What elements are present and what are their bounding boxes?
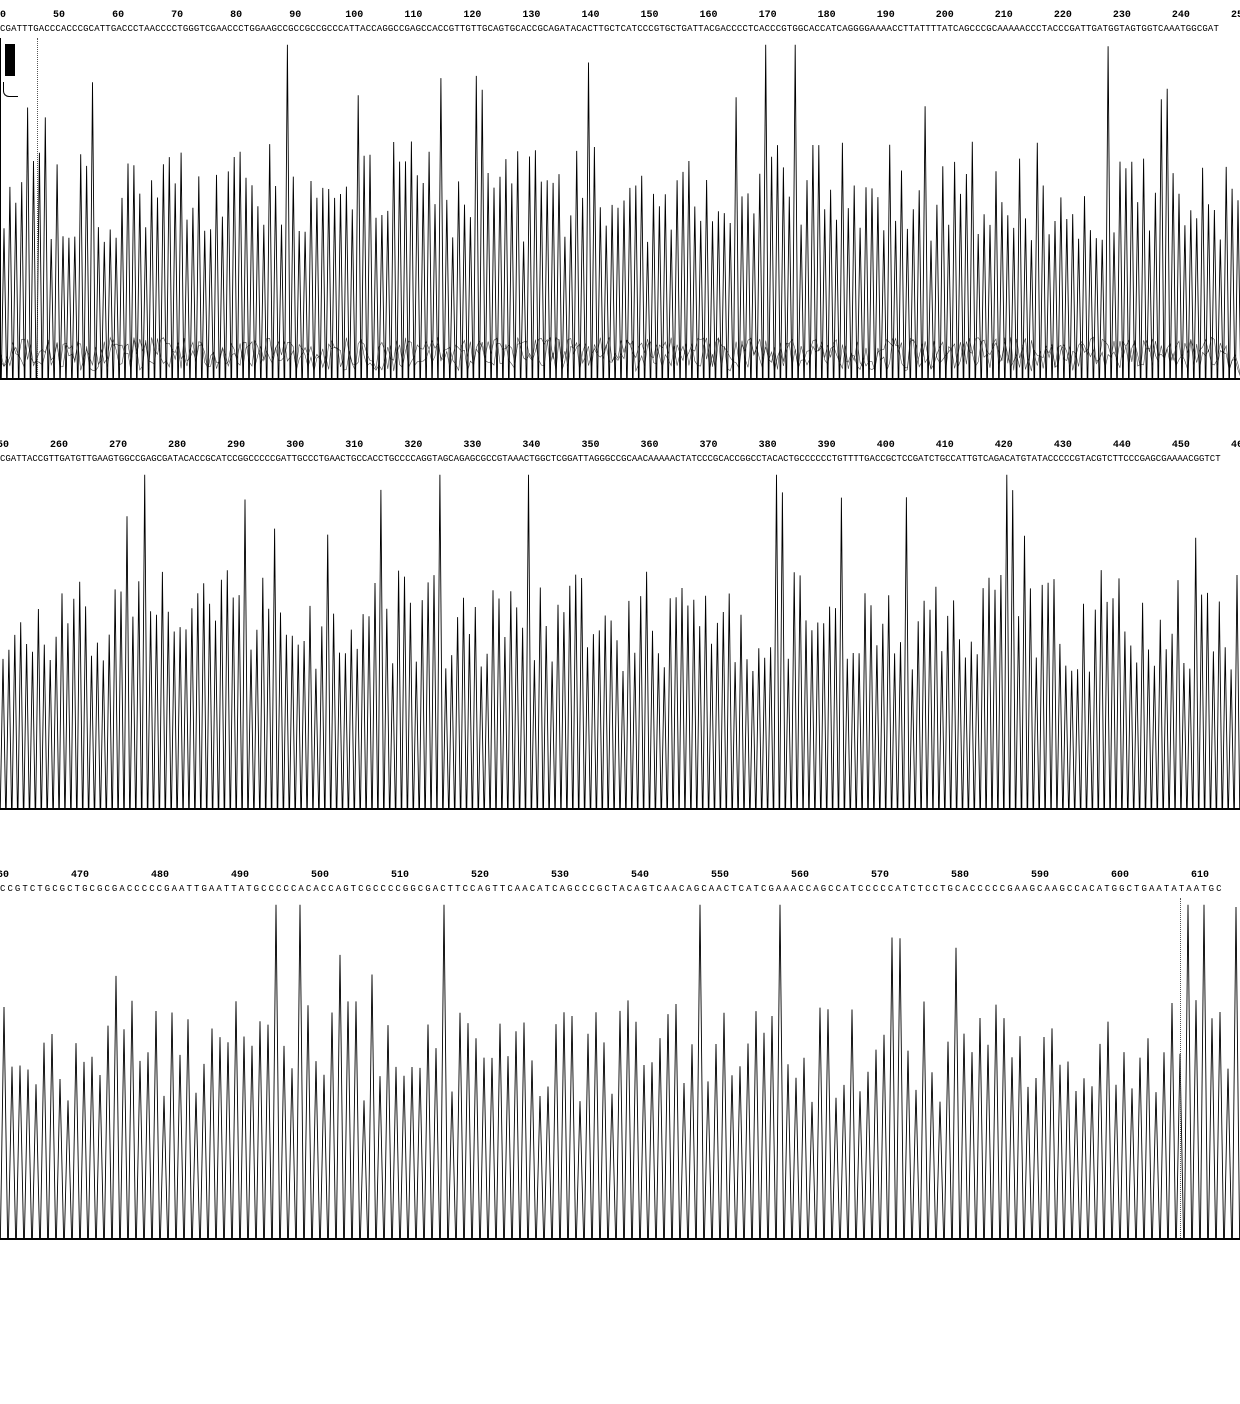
- ruler-tick: 130: [522, 10, 540, 21]
- ruler-tick: 310: [345, 440, 363, 451]
- ruler-tick: 140: [581, 10, 599, 21]
- ruler-tick: 550: [711, 870, 729, 881]
- sequence-row: CGATTACCGTTGATGTTGAAGTGGCCGAGCGATACACCGC…: [0, 454, 1240, 468]
- ruler-tick: 270: [109, 440, 127, 451]
- ruler-tick: 460: [0, 870, 9, 881]
- ruler-tick: 280: [168, 440, 186, 451]
- ruler-tick: 190: [877, 10, 895, 21]
- ruler-tick: 610: [1191, 870, 1209, 881]
- ruler-tick: 440: [1113, 440, 1131, 451]
- ruler-tick: 570: [871, 870, 889, 881]
- sequence-row: CGATTTGACCCACCCGCATTGACCCTAACCCCTGGGTCGA…: [0, 24, 1240, 38]
- ruler-tick: 60: [112, 10, 124, 21]
- bracket-marker: [3, 82, 18, 97]
- ruler-tick: 290: [227, 440, 245, 451]
- trace-area: [0, 898, 1240, 1240]
- ruler-tick: 210: [995, 10, 1013, 21]
- ruler-tick: 470: [71, 870, 89, 881]
- ruler-tick: 340: [522, 440, 540, 451]
- sequence-text: CGATTTGACCCACCCGCATTGACCCTAACCCCTGGGTCGA…: [0, 24, 1219, 34]
- ruler-tick: 490: [231, 870, 249, 881]
- chromatogram-panel-2: 250 260 270 280 290 300 310 320 330 340 350 360 370 3…: [0, 440, 1240, 810]
- ruler-tick: 330: [463, 440, 481, 451]
- ruler-tick: 600: [1111, 870, 1129, 881]
- ruler-tick: 540: [631, 870, 649, 881]
- ruler-tick: 250: [1231, 10, 1240, 21]
- trace-area: [0, 38, 1240, 380]
- ruler-tick: 590: [1031, 870, 1049, 881]
- ruler-tick: 120: [463, 10, 481, 21]
- ruler-tick: 480: [151, 870, 169, 881]
- chromatogram-panel-3: 460 470 480 490 500 510 520 530 540 550 560 570 580 5…: [0, 870, 1240, 1240]
- trace-svg: [0, 898, 1240, 1238]
- ruler-tick: 410: [936, 440, 954, 451]
- ruler-tick: 80: [230, 10, 242, 21]
- ruler-tick: 220: [1054, 10, 1072, 21]
- sequence-text: CCGTCTGCGCTGCGCGACCCCCGAATTGAATTATGCCCCC…: [0, 884, 1224, 894]
- ruler-tick: 510: [391, 870, 409, 881]
- sequence-text: CGATTACCGTTGATGTTGAAGTGGCCGAGCGATACACCGC…: [0, 454, 1221, 464]
- ruler-tick: 360: [641, 440, 659, 451]
- ruler-tick: 160: [700, 10, 718, 21]
- ruler-tick: 430: [1054, 440, 1072, 451]
- ruler: 40 50 60 70 80 90 100 110 120 130 140 150 160 170 180 1…: [0, 10, 1240, 24]
- chromatogram-panel-1: 40 50 60 70 80 90 100 110 120 130 140 150 160 170 180 1…: [0, 10, 1240, 380]
- ruler-tick: 500: [311, 870, 329, 881]
- cursor-line: [1180, 898, 1181, 1238]
- ruler-tick: 180: [818, 10, 836, 21]
- ruler-tick: 400: [877, 440, 895, 451]
- ruler-tick: 350: [581, 440, 599, 451]
- ruler: 460 470 480 490 500 510 520 530 540 550 560 570 580 5…: [0, 870, 1240, 884]
- ruler-tick: 40: [0, 10, 6, 21]
- ruler-tick: 520: [471, 870, 489, 881]
- ruler-tick: 250: [0, 440, 9, 451]
- ruler-tick: 50: [53, 10, 65, 21]
- ruler-tick: 420: [995, 440, 1013, 451]
- ruler-tick: 530: [551, 870, 569, 881]
- ruler-tick: 90: [289, 10, 301, 21]
- trace-svg: [0, 468, 1240, 808]
- cursor-line: [37, 38, 38, 378]
- ruler-tick: 320: [404, 440, 422, 451]
- ruler-tick: 200: [936, 10, 954, 21]
- chromatogram-page: 40 50 60 70 80 90 100 110 120 130 140 150 160 170 180 1…: [0, 0, 1240, 1320]
- ruler-tick: 240: [1172, 10, 1190, 21]
- ruler-tick: 230: [1113, 10, 1131, 21]
- ruler-tick: 580: [951, 870, 969, 881]
- ruler-tick: 450: [1172, 440, 1190, 451]
- ruler-tick: 170: [759, 10, 777, 21]
- ruler-tick: 110: [404, 10, 422, 21]
- ruler-tick: 390: [818, 440, 836, 451]
- ruler-tick: 100: [345, 10, 363, 21]
- ruler-tick: 300: [286, 440, 304, 451]
- ruler-tick: 380: [759, 440, 777, 451]
- ruler: 250 260 270 280 290 300 310 320 330 340 350 360 370 3…: [0, 440, 1240, 454]
- scale-marker: [5, 44, 15, 76]
- sequence-row: CCGTCTGCGCTGCGCGACCCCCGAATTGAATTATGCCCCC…: [0, 884, 1240, 898]
- ruler-tick: 460: [1231, 440, 1240, 451]
- trace-area: [0, 468, 1240, 810]
- ruler-tick: 70: [171, 10, 183, 21]
- trace-svg: [1, 38, 1240, 378]
- ruler-tick: 150: [641, 10, 659, 21]
- ruler-tick: 560: [791, 870, 809, 881]
- ruler-tick: 260: [50, 440, 68, 451]
- ruler-tick: 370: [700, 440, 718, 451]
